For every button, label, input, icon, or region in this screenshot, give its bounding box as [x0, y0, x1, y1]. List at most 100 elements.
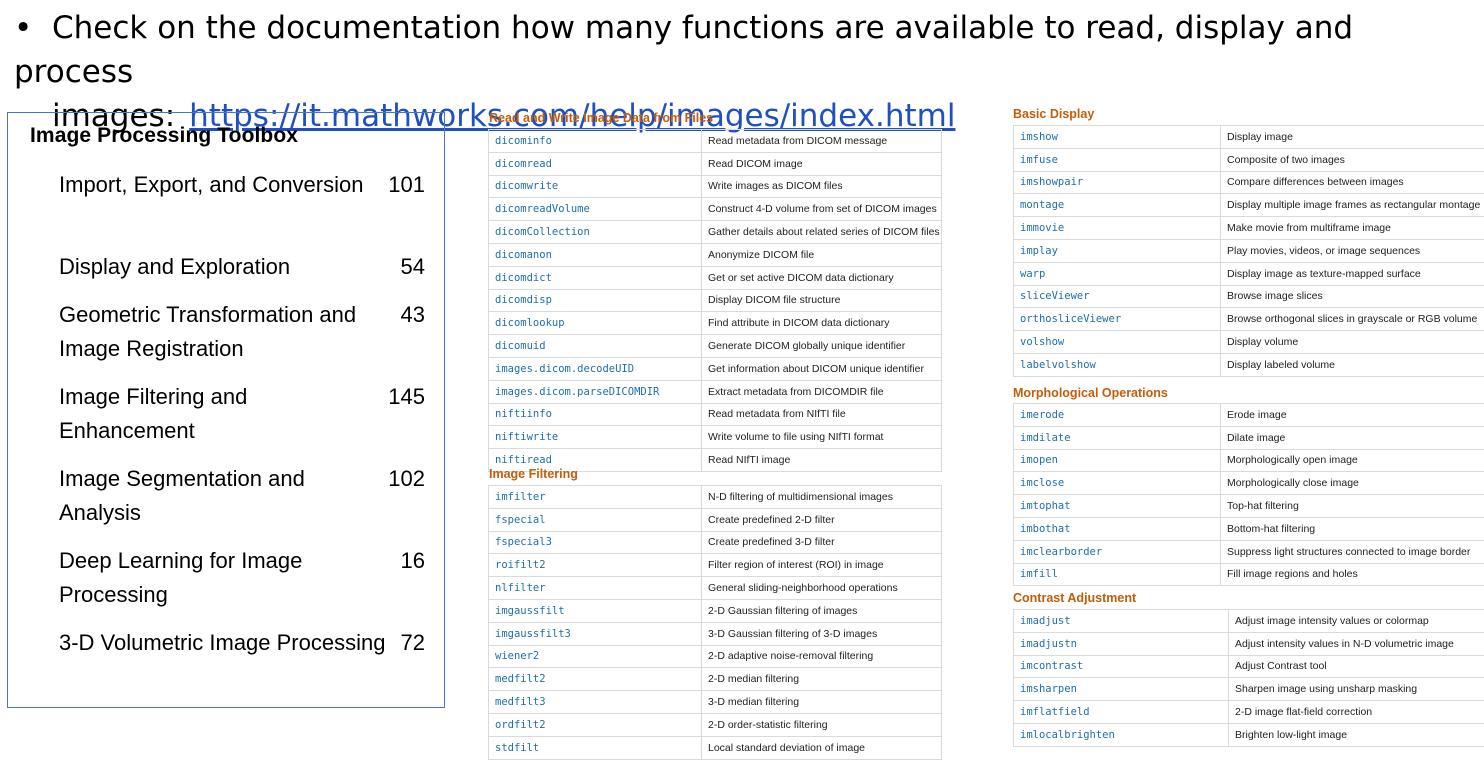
function-description: 2-D Gaussian filtering of images	[702, 599, 942, 622]
function-name-link[interactable]: warp	[1014, 262, 1221, 285]
function-description: Suppress light structures connected to i…	[1221, 540, 1484, 563]
function-name-link[interactable]: volshow	[1014, 331, 1221, 354]
function-name-link[interactable]: imfilter	[489, 486, 702, 509]
function-name-link[interactable]: immovie	[1014, 217, 1221, 240]
function-description: Read DICOM image	[702, 152, 942, 175]
function-name-link[interactable]: imshow	[1014, 126, 1221, 149]
function-name-link[interactable]: fspecial3	[489, 531, 702, 554]
function-name-link[interactable]: imcontrast	[1014, 655, 1229, 678]
function-description: Morphologically close image	[1221, 472, 1484, 495]
function-name-link[interactable]: fspecial	[489, 508, 702, 531]
function-name-link[interactable]: implay	[1014, 239, 1221, 262]
toolbox-summary-box: Image Processing Toolbox Import, Export,…	[7, 112, 445, 708]
function-name-link[interactable]: dicomwrite	[489, 175, 702, 198]
function-name-link[interactable]: medfilt2	[489, 668, 702, 691]
function-name-link[interactable]: imshowpair	[1014, 171, 1221, 194]
category-image-filtering[interactable]: Image Filtering and Enhancement 145	[59, 380, 425, 448]
function-name-link[interactable]: dicomuid	[489, 335, 702, 358]
function-description: Create predefined 3-D filter	[702, 531, 942, 554]
function-name-link[interactable]: imlocalbrighten	[1014, 723, 1229, 746]
section-title-morphology: Morphological Operations	[1013, 386, 1168, 400]
function-name-link[interactable]: dicomreadVolume	[489, 198, 702, 221]
function-name-link[interactable]: niftiwrite	[489, 426, 702, 449]
function-name-link[interactable]: images.dicom.parseDICOMDIR	[489, 380, 702, 403]
function-description: 3-D Gaussian filtering of 3-D images	[702, 622, 942, 645]
function-name-link[interactable]: dicomlookup	[489, 312, 702, 335]
section-title-contrast: Contrast Adjustment	[1013, 591, 1136, 605]
function-name-link[interactable]: imadjustn	[1014, 632, 1229, 655]
function-name-link[interactable]: dicomread	[489, 152, 702, 175]
function-name-link[interactable]: nlfilter	[489, 577, 702, 600]
function-name-link[interactable]: imdilate	[1014, 426, 1221, 449]
function-name-link[interactable]: imflatfield	[1014, 701, 1229, 724]
function-name-link[interactable]: dicominfo	[489, 130, 702, 153]
function-name-link[interactable]: imerode	[1014, 404, 1221, 427]
instruction-text-line1: Check on the documentation how many func…	[14, 10, 1353, 90]
function-name-link[interactable]: imtophat	[1014, 495, 1221, 518]
function-name-link[interactable]: ordfilt2	[489, 713, 702, 736]
function-name-link[interactable]: wiener2	[489, 645, 702, 668]
function-name-link[interactable]: imclose	[1014, 472, 1221, 495]
function-name-link[interactable]: sliceViewer	[1014, 285, 1221, 308]
function-name-link[interactable]: imopen	[1014, 449, 1221, 472]
function-name-link[interactable]: niftiinfo	[489, 403, 702, 426]
function-name-link[interactable]: imgaussfilt	[489, 599, 702, 622]
function-name-link[interactable]: orthosliceViewer	[1014, 308, 1221, 331]
function-name-link[interactable]: imgaussfilt3	[489, 622, 702, 645]
function-name-link[interactable]: imclearborder	[1014, 540, 1221, 563]
function-description: Bottom-hat filtering	[1221, 517, 1484, 540]
category-image-segmentation[interactable]: Image Segmentation and Analysis 102	[59, 462, 425, 530]
category-3d-volumetric[interactable]: 3-D Volumetric Image Processing 72	[59, 626, 425, 660]
function-description: Read metadata from NIfTI file	[702, 403, 942, 426]
function-name-link[interactable]: dicomanon	[489, 243, 702, 266]
category-display-exploration[interactable]: Display and Exploration 54	[59, 250, 425, 284]
function-description: Top-hat filtering	[1221, 495, 1484, 518]
category-import-export[interactable]: Import, Export, and Conversion 101	[59, 168, 425, 202]
function-name-link[interactable]: imadjust	[1014, 610, 1229, 633]
function-description: Read metadata from DICOM message	[702, 130, 942, 153]
category-geometric-transformation[interactable]: Geometric Transformation and Image Regis…	[59, 298, 425, 366]
function-name-link[interactable]: stdfilt	[489, 736, 702, 759]
category-deep-learning[interactable]: Deep Learning for Image Processing 16	[59, 544, 425, 612]
function-description: Get or set active DICOM data dictionary	[702, 266, 942, 289]
function-name-link[interactable]: dicomdict	[489, 266, 702, 289]
function-name-link[interactable]: imbothat	[1014, 517, 1221, 540]
function-name-link[interactable]: imfuse	[1014, 148, 1221, 171]
function-name-link[interactable]: images.dicom.decodeUID	[489, 357, 702, 380]
function-description: Composite of two images	[1221, 148, 1484, 171]
function-description: Display multiple image frames as rectang…	[1221, 194, 1484, 217]
function-name-link[interactable]: imfill	[1014, 563, 1221, 586]
function-name-link[interactable]: dicomdisp	[489, 289, 702, 312]
function-description: 2-D adaptive noise-removal filtering	[702, 645, 942, 668]
function-name-link[interactable]: imsharpen	[1014, 678, 1229, 701]
function-name-link[interactable]: roifilt2	[489, 554, 702, 577]
function-name-link[interactable]: montage	[1014, 194, 1221, 217]
function-name-link[interactable]: dicomCollection	[489, 221, 702, 244]
function-name-link[interactable]: medfilt3	[489, 691, 702, 714]
function-name-link[interactable]: labelvolshow	[1014, 353, 1221, 376]
